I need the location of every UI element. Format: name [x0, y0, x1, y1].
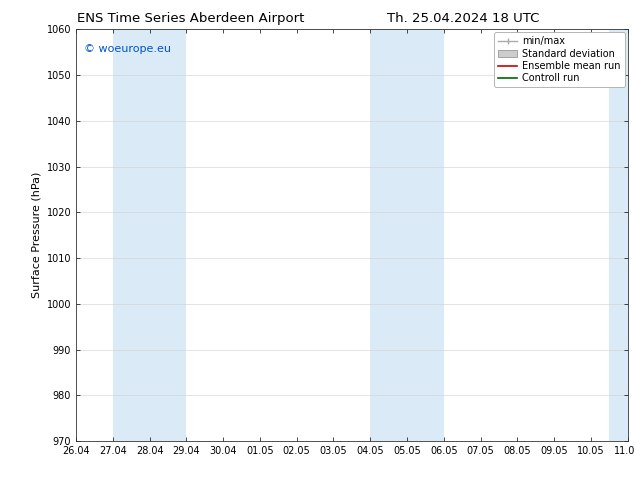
Bar — [113, 29, 186, 441]
Text: © woeurope.eu: © woeurope.eu — [84, 44, 171, 54]
Text: Th. 25.04.2024 18 UTC: Th. 25.04.2024 18 UTC — [387, 12, 539, 25]
Bar — [609, 29, 634, 441]
Bar — [370, 29, 444, 441]
Y-axis label: Surface Pressure (hPa): Surface Pressure (hPa) — [31, 172, 41, 298]
Legend: min/max, Standard deviation, Ensemble mean run, Controll run: min/max, Standard deviation, Ensemble me… — [494, 32, 624, 87]
Text: ENS Time Series Aberdeen Airport: ENS Time Series Aberdeen Airport — [77, 12, 304, 25]
